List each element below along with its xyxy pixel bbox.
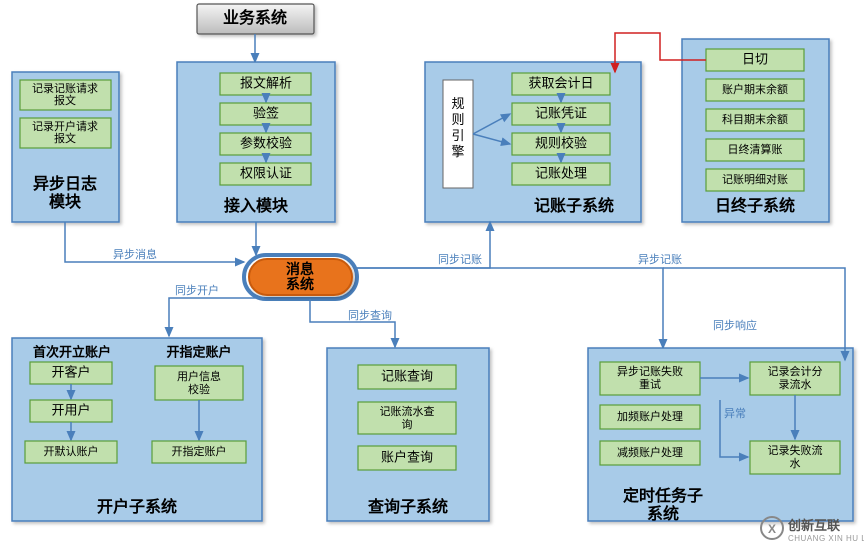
module-account: 首次开立账户 开客户 开用户 开默认账户 开指定账户 用户信息 校验 开指定账户… — [12, 338, 262, 521]
message-system: 消息系统 — [244, 255, 357, 299]
svg-text:开用户: 开用户 — [51, 402, 90, 417]
svg-text:异步消息: 异步消息 — [113, 247, 157, 261]
module-dayend: 日切 账户期末余额 科目期末余额 日终清算账 记账明细对账 日终子系统 — [682, 39, 829, 222]
svg-text:账户查询: 账户查询 — [381, 449, 433, 464]
svg-text:CHUANG XIN HU LIAN: CHUANG XIN HU LIAN — [788, 534, 864, 543]
svg-text:开默认账户: 开默认账户 — [44, 444, 99, 458]
svg-text:报文: 报文 — [54, 131, 76, 145]
svg-text:记账流水查: 记账流水查 — [380, 404, 435, 418]
svg-text:同步记账: 同步记账 — [438, 253, 482, 266]
module-query: 记账查询 记账流水查 询 账户查询 查询子系统 — [327, 348, 489, 521]
svg-text:异步记账失败: 异步记账失败 — [617, 364, 683, 378]
svg-text:日切: 日切 — [742, 51, 768, 66]
svg-text:记账凭证: 记账凭证 — [535, 105, 587, 120]
business-system-label: 业务系统 — [223, 8, 287, 27]
svg-text:开客户: 开客户 — [51, 364, 90, 379]
svg-text:同步查询: 同步查询 — [348, 308, 392, 322]
svg-text:日终子系统: 日终子系统 — [715, 196, 795, 215]
svg-text:记录失败流: 记录失败流 — [768, 443, 823, 457]
svg-text:减频账户处理: 减频账户处理 — [617, 445, 683, 459]
svg-text:异步记账: 异步记账 — [638, 253, 682, 266]
svg-text:规则校验: 规则校验 — [535, 135, 587, 150]
svg-text:规则引擎: 规则引擎 — [451, 96, 464, 159]
svg-text:查询子系统: 查询子系统 — [368, 497, 448, 516]
svg-text:首次开立账户: 首次开立账户 — [33, 344, 111, 359]
svg-text:开户子系统: 开户子系统 — [97, 497, 177, 516]
svg-text:科目期末余额: 科目期末余额 — [722, 112, 788, 126]
svg-text:异常: 异常 — [724, 407, 746, 420]
svg-text:创新互联: 创新互联 — [787, 518, 840, 533]
svg-text:记账子系统: 记账子系统 — [534, 196, 614, 215]
edge-sync-resp — [663, 268, 845, 360]
svg-text:同步开户: 同步开户 — [175, 283, 219, 297]
module-async-log: 记录记账请求 报文 记录开户请求 报文 异步日志模块 — [12, 72, 119, 222]
svg-text:参数校验: 参数校验 — [240, 135, 292, 150]
svg-text:录流水: 录流水 — [779, 377, 812, 391]
svg-text:报文解析: 报文解析 — [240, 75, 292, 90]
module-ledger: 规则引擎 获取会计日 记账凭证 规则校验 记账处理 记账子系统 — [425, 62, 641, 222]
module-timer: 异步记账失败 重试 加频账户处理 减频账户处理 记录会计分 录流水 记录失败流 … — [588, 348, 853, 523]
svg-text:记账明细对账: 记账明细对账 — [722, 172, 788, 186]
svg-text:验签: 验签 — [253, 105, 279, 120]
svg-text:X: X — [768, 522, 776, 536]
svg-text:开指定账户: 开指定账户 — [166, 344, 231, 359]
module-access: 报文解析 验签 参数校验 权限认证 接入模块 — [177, 62, 335, 222]
svg-text:询: 询 — [402, 418, 413, 431]
edge-sync-query — [310, 299, 395, 347]
svg-text:校验: 校验 — [188, 382, 210, 396]
svg-text:消息系统: 消息系统 — [286, 261, 314, 292]
svg-text:记录记账请求: 记录记账请求 — [32, 82, 98, 95]
svg-text:加频账户处理: 加频账户处理 — [617, 409, 683, 423]
svg-text:获取会计日: 获取会计日 — [528, 75, 593, 90]
edge-sync-open — [169, 298, 264, 336]
edge-async-ledger — [357, 268, 663, 348]
svg-text:同步响应: 同步响应 — [713, 318, 757, 332]
svg-text:重试: 重试 — [639, 377, 661, 391]
svg-text:开指定账户: 开指定账户 — [172, 444, 227, 458]
svg-text:报文: 报文 — [54, 93, 76, 107]
svg-text:日终清算账: 日终清算账 — [728, 142, 783, 156]
diagram-canvas: 业务系统 记录记账请求 报文 记录开户请求 报文 异步日志模块 报文解析 验签 … — [0, 0, 864, 550]
svg-text:权限认证: 权限认证 — [240, 165, 292, 180]
svg-text:账户期末余额: 账户期末余额 — [722, 82, 788, 96]
svg-text:水: 水 — [790, 457, 801, 470]
svg-text:用户信息: 用户信息 — [177, 369, 221, 383]
svg-text:接入模块: 接入模块 — [224, 196, 289, 215]
svg-text:记录开户请求: 记录开户请求 — [32, 119, 98, 133]
svg-text:记账查询: 记账查询 — [381, 368, 433, 383]
svg-text:记录会计分: 记录会计分 — [768, 365, 823, 378]
svg-text:记账处理: 记账处理 — [535, 165, 587, 180]
